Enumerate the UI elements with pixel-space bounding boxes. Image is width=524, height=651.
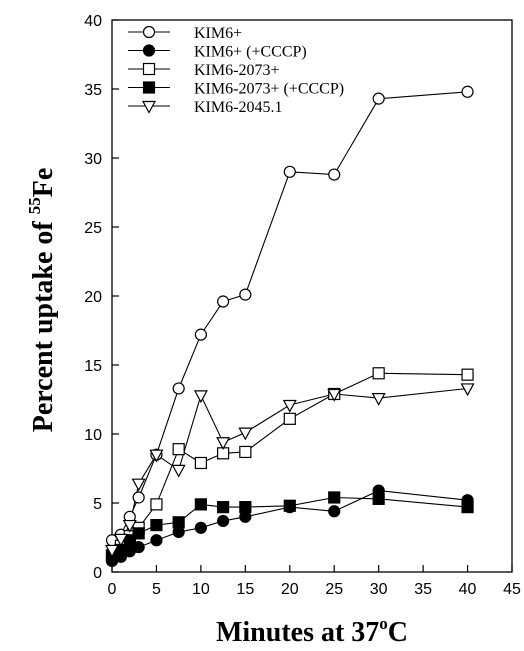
- point-open-square: [172, 443, 185, 456]
- point-open-circle: [239, 288, 252, 301]
- point-open-circle: [461, 85, 474, 98]
- x-tick-label: 0: [108, 581, 117, 598]
- point-filled-square: [172, 516, 185, 529]
- y-tick-label: 20: [84, 289, 102, 306]
- legend-label-open-circle: KIM6+: [194, 25, 242, 42]
- plot-frame: [111, 19, 513, 573]
- y-axis-title: Percent uptake of 55Fe: [25, 168, 59, 433]
- point-open-triangle-down: [149, 449, 164, 463]
- point-filled-square: [150, 518, 163, 532]
- x-tick-label: 10: [192, 581, 210, 598]
- point-open-triangle-down: [371, 393, 386, 406]
- point-filled-circle: [194, 521, 207, 534]
- point-filled-circle: [132, 541, 145, 554]
- point-open-triangle-down: [171, 464, 186, 478]
- point-filled-square: [217, 501, 230, 514]
- point-filled-circle: [217, 514, 230, 528]
- x-axis-title-tail: C: [388, 617, 408, 648]
- legend-marker-filled-square: [142, 81, 156, 94]
- point-filled-square: [194, 498, 207, 511]
- axes: 0 5 10 15 20 25 30 35 40 45 0 5 10 15 20 25 30 35 40: [84, 13, 521, 598]
- point-open-circle: [194, 328, 207, 341]
- point-open-triangle-down: [460, 383, 475, 397]
- point-open-triangle-down: [327, 388, 342, 402]
- series-markers: [104, 85, 475, 568]
- x-tick-label: 35: [414, 581, 432, 598]
- x-tick-label: 45: [503, 581, 521, 598]
- point-open-triangle-down: [193, 390, 208, 404]
- y-tick-label: 0: [93, 565, 102, 582]
- point-filled-square: [372, 492, 385, 505]
- x-tick-label: 25: [325, 581, 343, 598]
- y-tick-label: 30: [84, 151, 102, 168]
- point-filled-circle: [150, 534, 163, 547]
- point-open-circle: [328, 168, 341, 181]
- legend-label-filled-square: KIM6-2073+ (+CCCP): [194, 81, 344, 98]
- x-axis-title: Minutes at 37oC: [216, 614, 408, 648]
- legend-label-open-triangle-down: KIM6-2045.1: [194, 99, 282, 116]
- legend-marker-open-square: [142, 62, 156, 76]
- point-open-circle: [172, 382, 185, 395]
- x-tick-label: 40: [459, 581, 477, 598]
- point-filled-square: [328, 491, 341, 504]
- point-open-square: [461, 368, 474, 381]
- x-tick-label: 20: [281, 581, 299, 598]
- x-axis-title-main: Minutes at 37: [216, 617, 379, 648]
- point-open-circle: [132, 491, 145, 504]
- x-tick-label: 15: [236, 581, 254, 598]
- point-open-square: [194, 456, 207, 470]
- y-tick-label: 10: [84, 427, 102, 444]
- point-open-triangle-down: [216, 437, 231, 451]
- legend-label-filled-circle: KIM6+ (+CCCP): [194, 44, 307, 61]
- point-open-triangle-down: [113, 533, 128, 547]
- point-open-triangle-down: [131, 478, 146, 492]
- legend-marker-open-triangle-down: [141, 100, 157, 114]
- point-open-square: [150, 498, 163, 511]
- point-open-circle: [283, 165, 296, 178]
- legend-marker-open-circle: [142, 25, 156, 39]
- y-axis-title-tail: Fe: [28, 168, 59, 198]
- point-open-square: [283, 412, 296, 425]
- point-open-triangle-down: [282, 399, 297, 413]
- series-line-open-circle: [111, 91, 468, 541]
- series-lines: [111, 91, 468, 562]
- point-open-circle: [372, 92, 385, 105]
- y-tick-label: 40: [84, 13, 102, 30]
- point-open-square: [372, 367, 385, 380]
- point-filled-square: [283, 499, 296, 512]
- y-tick-label: 25: [84, 220, 102, 237]
- x-axis-title-sup: o: [379, 614, 388, 633]
- y-tick-label: 35: [84, 82, 102, 99]
- point-open-triangle-down: [104, 544, 120, 558]
- point-open-triangle-down: [122, 519, 137, 533]
- point-open-circle: [217, 295, 230, 308]
- point-filled-square: [239, 501, 252, 514]
- legend-marker-filled-circle: [142, 44, 156, 57]
- y-tick-label: 5: [93, 496, 102, 513]
- point-filled-square: [132, 527, 145, 540]
- x-tick-label: 30: [370, 581, 388, 598]
- legend-label-open-square: KIM6-2073+: [194, 62, 279, 79]
- point-filled-square: [461, 501, 474, 514]
- y-axis-title-sup: 55: [25, 197, 44, 214]
- legend: KIM6+ KIM6+ (+CCCP)KIM6-2073+ KIM6-2073+ (…: [128, 25, 344, 116]
- y-tick-label: 15: [84, 358, 102, 375]
- y-axis-title-main: Percent uptake of: [28, 214, 59, 432]
- point-open-square: [239, 445, 252, 459]
- x-tick-label: 5: [152, 581, 161, 598]
- point-filled-circle: [328, 505, 341, 518]
- point-open-triangle-down: [238, 427, 253, 441]
